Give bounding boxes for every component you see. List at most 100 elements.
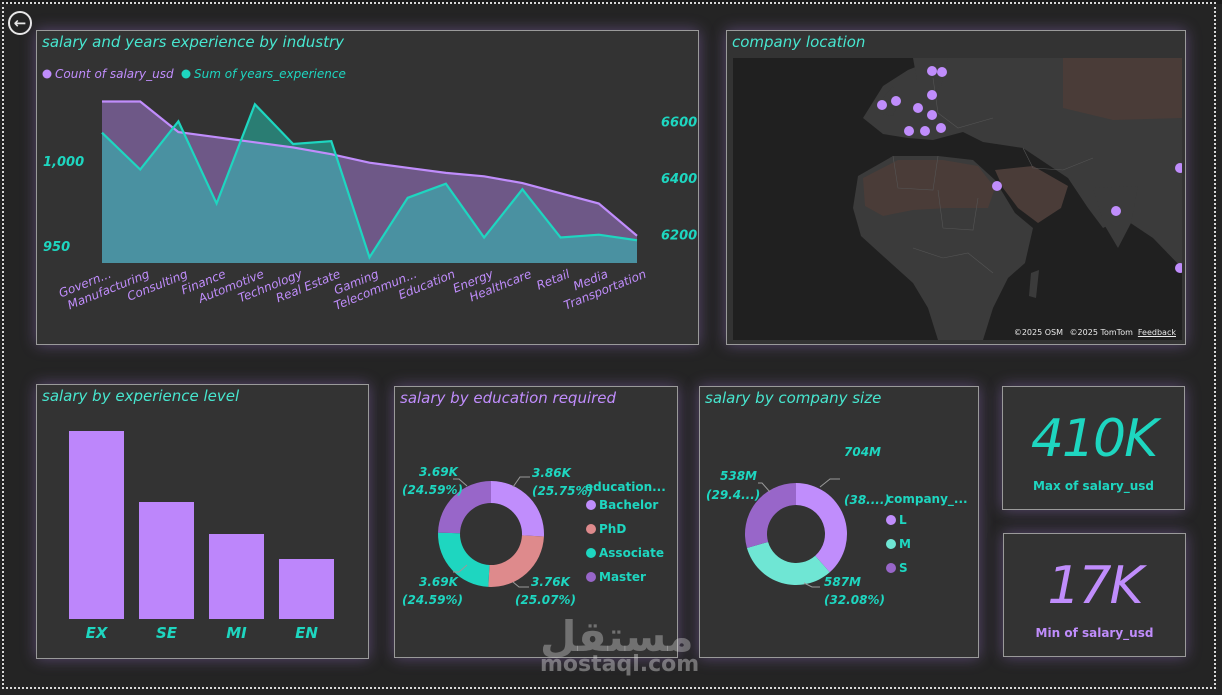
industry-area-chart: Count of salary_usd Sum of years_experie…: [42, 67, 697, 313]
slice-l[interactable]: [796, 483, 847, 573]
min-salary-card: 17K Min of salary_usd: [1003, 533, 1186, 657]
bar-se[interactable]: [139, 502, 194, 619]
location-marker[interactable]: [936, 123, 946, 133]
location-marker[interactable]: [877, 100, 887, 110]
x-tick-label: EN: [295, 624, 318, 642]
max-salary-value: 410K: [1030, 409, 1158, 469]
industry-chart-panel: salary and years experience by industry …: [36, 30, 699, 345]
back-arrow-icon[interactable]: ←: [8, 11, 32, 35]
legend-label-phd[interactable]: PhD: [599, 522, 626, 536]
label-phd-value: 3.76K: [531, 575, 572, 589]
series-salary-area: [102, 101, 637, 263]
attribution-tomtom: ©2025 TomTom: [1069, 328, 1133, 337]
label-master-value: 3.69K: [419, 465, 460, 479]
legend-label-m[interactable]: M: [899, 537, 911, 551]
label-bachelor-value: 3.86K: [532, 466, 573, 480]
leader-line: [512, 581, 529, 588]
label-l-value: 704M: [844, 445, 881, 459]
legend-label-bachelor[interactable]: Bachelor: [599, 498, 658, 512]
legend-label-l[interactable]: L: [899, 513, 907, 527]
land-madagascar: [1029, 270, 1039, 298]
attribution-osm: ©2025 OSM: [1013, 328, 1063, 337]
education-legend-title: education...: [585, 480, 666, 494]
bar-mi[interactable]: [209, 534, 264, 619]
slice-associate[interactable]: [438, 532, 490, 587]
education-chart-title: salary by education required: [400, 389, 617, 407]
y-left-tick-label: 1,000: [43, 155, 84, 170]
label-m-pct: (32.08%): [824, 593, 885, 607]
label-m-value: 587M: [824, 575, 861, 589]
slice-s[interactable]: [745, 483, 796, 548]
industry-chart-title: salary and years experience by industry: [42, 33, 344, 51]
legend-label-years[interactable]: Sum of years_experience: [194, 67, 346, 81]
legend-label-s[interactable]: S: [899, 561, 908, 575]
experience-chart-panel: salary by experience level EX SE MI EN: [36, 384, 369, 659]
location-marker[interactable]: [1111, 206, 1121, 216]
legend-marker-associate: [586, 548, 596, 558]
slice-m[interactable]: [746, 541, 830, 585]
x-tick-label: Retail: [535, 267, 573, 293]
slice-bachelor[interactable]: [491, 481, 544, 537]
company-size-legend-title: company_...: [887, 492, 968, 507]
series-years-area: [102, 104, 637, 263]
legend-marker-l: [886, 515, 896, 525]
leader-line: [819, 478, 840, 488]
x-tick-label: EX: [86, 624, 109, 642]
map-title: company location: [732, 33, 866, 51]
legend-label-master[interactable]: Master: [599, 570, 646, 584]
location-marker[interactable]: [1175, 263, 1182, 273]
location-marker[interactable]: [891, 96, 901, 106]
slice-phd[interactable]: [488, 535, 544, 587]
location-marker[interactable]: [927, 110, 937, 120]
label-s-pct: (29.4...): [706, 488, 760, 502]
max-salary-label: Max of salary_usd: [1032, 479, 1155, 493]
slice-master[interactable]: [438, 481, 491, 534]
bar-en[interactable]: [279, 559, 334, 619]
map-attribution: ©2025 OSM ©2025 TomTom Feedback: [1014, 328, 1176, 337]
land-india: [1093, 186, 1138, 248]
world-map[interactable]: ©2025 OSM ©2025 TomTom Feedback: [733, 58, 1182, 340]
border-line: [937, 189, 979, 231]
location-marker[interactable]: [920, 126, 930, 136]
education-chart-panel: salary by education required 3.86K (25.7…: [394, 386, 678, 658]
watermark-latin: mostaql.com: [540, 652, 700, 677]
min-salary-value: 17K: [1047, 556, 1143, 616]
leader-line: [803, 582, 820, 588]
y-right-tick-label: 6600: [661, 115, 697, 130]
location-marker[interactable]: [937, 67, 947, 77]
company-size-chart-panel: salary by company size 704M (38....) 538…: [699, 386, 979, 658]
label-bachelor-pct: (25.75%): [532, 484, 593, 498]
legend-label-associate[interactable]: Associate: [599, 546, 664, 560]
y-left-tick-label: 950: [43, 240, 70, 255]
leader-line: [453, 478, 468, 487]
x-tick-label: MI: [226, 624, 247, 642]
leader-line: [453, 564, 468, 573]
land-arabia: [995, 166, 1068, 223]
legend-label-salary[interactable]: Count of salary_usd: [55, 67, 174, 81]
land-scandinavia: [913, 58, 948, 96]
label-l-pct: (38....): [844, 493, 890, 507]
location-marker[interactable]: [1175, 163, 1182, 173]
legend-marker-bachelor: [586, 500, 596, 510]
location-marker[interactable]: [913, 103, 923, 113]
max-salary-card: 410K Max of salary_usd: [1002, 386, 1185, 510]
location-marker[interactable]: [992, 181, 1002, 191]
location-marker[interactable]: [927, 66, 937, 76]
border-line: [892, 155, 939, 191]
location-marker[interactable]: [927, 90, 937, 100]
location-marker[interactable]: [904, 126, 914, 136]
education-donut-chart: 3.86K (25.75%) 3.69K (24.59%) 3.69K (24.…: [402, 465, 666, 607]
label-s-value: 538M: [720, 469, 757, 483]
legend-marker-phd: [586, 524, 596, 534]
min-salary-label: Min of salary_usd: [1035, 626, 1154, 640]
border-line: [912, 247, 994, 274]
y-right-tick-label: 6200: [661, 229, 697, 244]
feedback-link[interactable]: Feedback: [1137, 328, 1176, 337]
company-size-donut-chart: 704M (38....) 538M (29.4...) 587M (32.08…: [706, 445, 968, 607]
experience-bar-chart: EX SE MI EN: [69, 431, 334, 642]
leader-line: [758, 482, 771, 493]
bar-ex[interactable]: [69, 431, 124, 619]
watermark-arabic: مستقل: [540, 612, 694, 661]
y-right-tick-label: 6400: [661, 172, 697, 187]
